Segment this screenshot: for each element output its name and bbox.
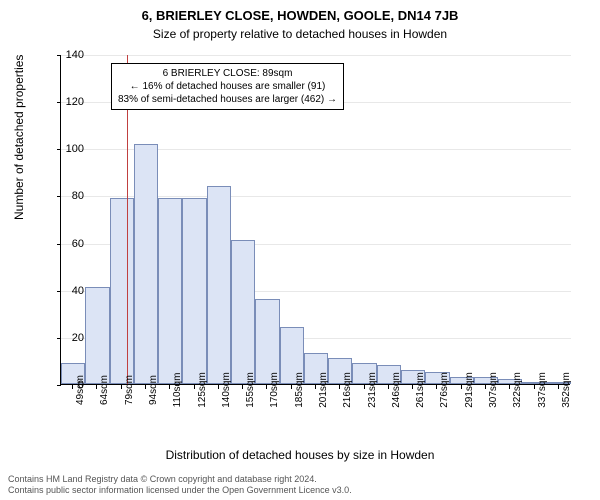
footer-attribution: Contains HM Land Registry data © Crown c…: [8, 474, 352, 496]
ytick-label: 60: [54, 238, 84, 250]
xtick-mark: [509, 385, 510, 389]
xtick-label: 155sqm: [245, 372, 256, 408]
xtick-label: 170sqm: [269, 372, 280, 408]
xtick-label: 64sqm: [99, 375, 110, 405]
chart-area: 6 BRIERLEY CLOSE: 89sqm← 16% of detached…: [60, 55, 570, 415]
footer-line2: Contains public sector information licen…: [8, 485, 352, 496]
ytick-label: 20: [54, 332, 84, 344]
xtick-mark: [461, 385, 462, 389]
xtick-label: 337sqm: [537, 372, 548, 408]
ytick-label: 80: [54, 190, 84, 202]
ytick-label: 100: [54, 143, 84, 155]
ytick-label: 0: [54, 379, 84, 391]
xtick-label: 276sqm: [439, 372, 450, 408]
xtick-label: 125sqm: [197, 372, 208, 408]
xtick-label: 352sqm: [561, 372, 572, 408]
xtick-mark: [266, 385, 267, 389]
xtick-mark: [364, 385, 365, 389]
xtick-label: 231sqm: [367, 372, 378, 408]
xtick-mark: [315, 385, 316, 389]
xtick-mark: [558, 385, 559, 389]
histogram-bar: [158, 198, 182, 384]
xtick-label: 201sqm: [318, 372, 329, 408]
annotation-line1: 6 BRIERLEY CLOSE: 89sqm: [118, 67, 337, 80]
histogram-bar: [182, 198, 206, 384]
xtick-label: 79sqm: [124, 375, 135, 405]
xtick-label: 261sqm: [415, 372, 426, 408]
x-axis-label: Distribution of detached houses by size …: [0, 448, 600, 462]
xtick-mark: [194, 385, 195, 389]
xtick-mark: [242, 385, 243, 389]
xtick-label: 140sqm: [221, 372, 232, 408]
xtick-mark: [388, 385, 389, 389]
xtick-mark: [485, 385, 486, 389]
xtick-mark: [412, 385, 413, 389]
histogram-bar: [110, 198, 134, 384]
xtick-label: 110sqm: [172, 373, 183, 408]
ytick-label: 140: [54, 49, 84, 61]
histogram-bar: [207, 186, 231, 384]
annotation-box: 6 BRIERLEY CLOSE: 89sqm← 16% of detached…: [111, 63, 344, 110]
histogram-bar: [85, 287, 109, 384]
xtick-mark: [169, 385, 170, 389]
xtick-mark: [534, 385, 535, 389]
xtick-label: 307sqm: [488, 372, 499, 408]
annotation-line3: 83% of semi-detached houses are larger (…: [118, 93, 337, 106]
title-sub: Size of property relative to detached ho…: [0, 23, 600, 41]
xtick-label: 185sqm: [294, 372, 305, 408]
xtick-mark: [339, 385, 340, 389]
xtick-mark: [96, 385, 97, 389]
xtick-label: 94sqm: [148, 375, 159, 405]
xtick-mark: [121, 385, 122, 389]
histogram-bar: [134, 144, 158, 384]
xtick-mark: [145, 385, 146, 389]
title-main: 6, BRIERLEY CLOSE, HOWDEN, GOOLE, DN14 7…: [0, 0, 600, 23]
xtick-label: 246sqm: [391, 372, 402, 408]
xtick-label: 216sqm: [342, 372, 353, 408]
xtick-label: 322sqm: [512, 372, 523, 408]
y-axis-label: Number of detached properties: [12, 55, 26, 220]
xtick-mark: [291, 385, 292, 389]
footer-line1: Contains HM Land Registry data © Crown c…: [8, 474, 352, 485]
gridline: [61, 55, 571, 56]
xtick-mark: [436, 385, 437, 389]
xtick-mark: [218, 385, 219, 389]
annotation-line2: ← 16% of detached houses are smaller (91…: [118, 80, 337, 93]
ytick-label: 40: [54, 285, 84, 297]
plot-region: 6 BRIERLEY CLOSE: 89sqm← 16% of detached…: [60, 55, 570, 385]
ytick-label: 120: [54, 96, 84, 108]
xtick-label: 291sqm: [464, 372, 475, 408]
histogram-bar: [231, 240, 255, 384]
